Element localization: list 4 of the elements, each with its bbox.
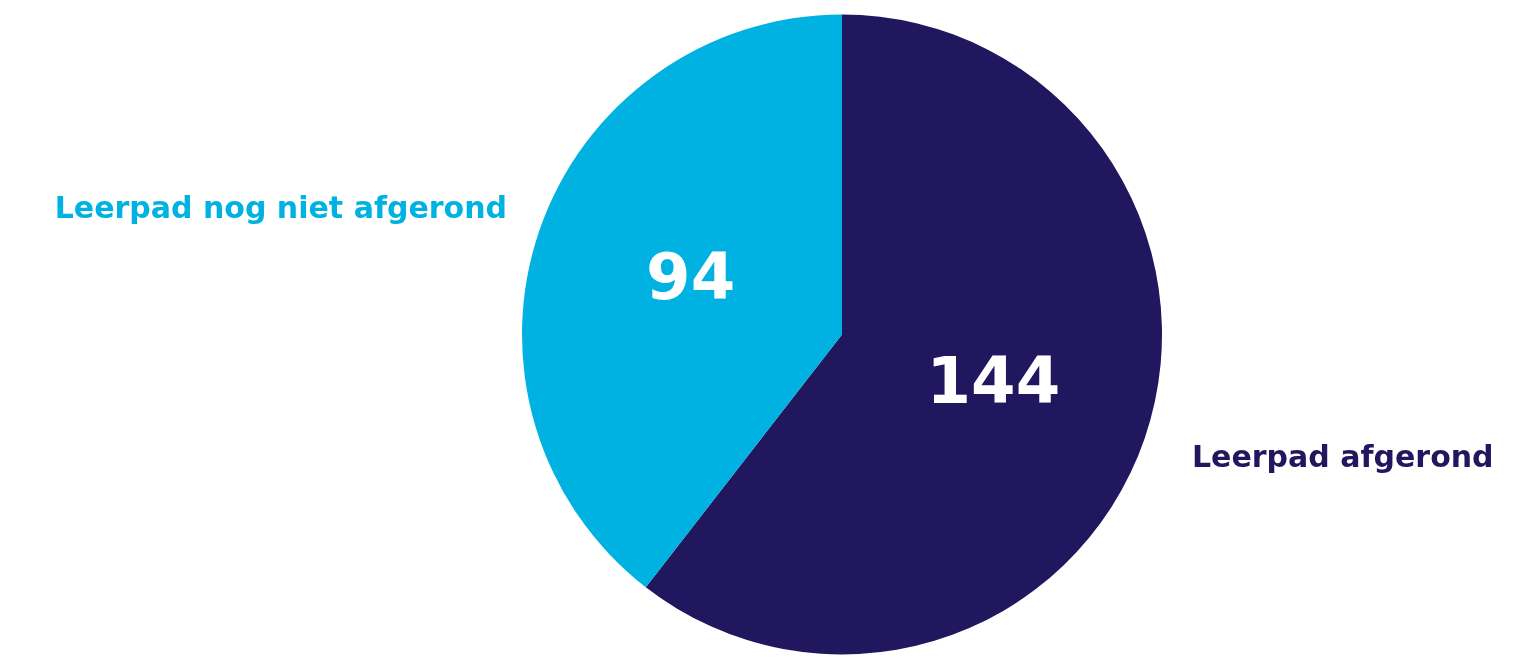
data-label: 144	[926, 343, 1061, 418]
slice-label: Leerpad nog niet afgerond	[54, 189, 507, 225]
data-label: 94	[646, 240, 736, 315]
slice-label: Leerpad afgerond	[1192, 438, 1494, 474]
